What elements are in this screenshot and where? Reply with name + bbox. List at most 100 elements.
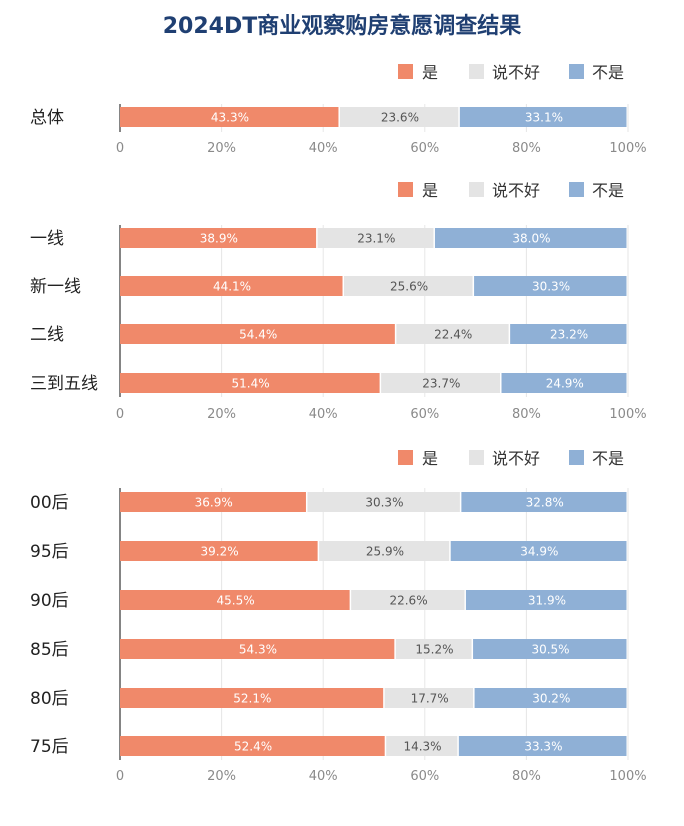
legend-label-no: 不是 — [592, 63, 624, 82]
x-tick-label: 0 — [116, 141, 124, 156]
legend-swatch-no — [569, 182, 584, 197]
category-label: 75后 — [30, 737, 69, 757]
data-label: 14.3% — [403, 740, 441, 754]
category-label: 新一线 — [30, 277, 81, 297]
data-label: 17.7% — [411, 692, 449, 706]
data-label: 32.8% — [526, 496, 564, 510]
data-label: 33.3% — [524, 740, 562, 754]
x-tick-label: 40% — [309, 141, 338, 156]
data-label: 52.4% — [234, 740, 272, 754]
data-label: 36.9% — [195, 496, 233, 510]
x-tick-label: 20% — [207, 407, 236, 422]
data-label: 51.4% — [231, 377, 269, 391]
legend-swatch-yes — [398, 64, 413, 79]
bar-segment-unsure — [319, 541, 450, 561]
x-tick-label: 0 — [116, 407, 124, 422]
data-label: 23.7% — [422, 377, 460, 391]
bar-segment-unsure — [307, 492, 460, 512]
legend-swatch-yes — [398, 182, 413, 197]
legend-label-yes: 是 — [422, 63, 438, 82]
bar-segment-no — [510, 324, 627, 344]
x-tick-label: 80% — [512, 141, 541, 156]
bar-segment-yes — [120, 590, 350, 610]
legend-swatch-unsure — [469, 64, 484, 79]
data-label: 23.1% — [357, 232, 395, 246]
bar-segment-no — [474, 276, 627, 296]
category-label: 三到五线 — [30, 374, 98, 394]
data-label: 30.3% — [532, 280, 570, 294]
bar-segment-yes — [120, 688, 384, 708]
bar-segment-no — [459, 107, 627, 127]
legend-label-no: 不是 — [592, 449, 624, 468]
x-tick-label: 20% — [207, 769, 236, 784]
legend-label-yes: 是 — [422, 181, 438, 200]
legend-swatch-unsure — [469, 182, 484, 197]
bar-segment-no — [474, 688, 627, 708]
data-label: 22.6% — [389, 594, 427, 608]
data-label: 45.5% — [217, 594, 255, 608]
bar-segment-yes — [120, 276, 343, 296]
chart-title: 2024DT商业观察购房意愿调查结果 — [162, 14, 522, 39]
data-label: 38.9% — [200, 232, 238, 246]
data-label: 25.6% — [390, 280, 428, 294]
data-label: 39.2% — [201, 545, 239, 559]
bar-segment-no — [434, 228, 627, 248]
bar-segment-unsure — [384, 688, 474, 708]
bar-segment-yes — [120, 639, 395, 659]
data-label: 30.5% — [531, 643, 569, 657]
category-label: 90后 — [30, 591, 69, 611]
bar-segment-no — [501, 373, 627, 393]
x-tick-label: 40% — [309, 769, 338, 784]
bar-segment-unsure — [396, 324, 509, 344]
bar-segment-yes — [120, 324, 395, 344]
bar-segment-yes — [120, 736, 385, 756]
bar-segment-unsure — [317, 228, 434, 248]
x-tick-label: 80% — [512, 769, 541, 784]
x-tick-label: 80% — [512, 407, 541, 422]
bar-segment-unsure — [344, 276, 473, 296]
legend-label-yes: 是 — [422, 449, 438, 468]
bar-segment-unsure — [395, 639, 472, 659]
bar-segment-yes — [120, 107, 339, 127]
data-label: 54.4% — [239, 328, 277, 342]
x-tick-label: 60% — [410, 141, 439, 156]
category-label: 80后 — [30, 689, 69, 709]
data-label: 38.0% — [512, 232, 550, 246]
data-label: 30.2% — [532, 692, 570, 706]
data-label: 43.3% — [211, 111, 249, 125]
data-label: 22.4% — [434, 328, 472, 342]
category-label: 00后 — [30, 493, 69, 513]
category-label: 总体 — [30, 108, 64, 128]
bar-segment-no — [458, 736, 627, 756]
bar-segment-yes — [120, 228, 317, 248]
x-tick-label: 20% — [207, 141, 236, 156]
category-label: 二线 — [30, 325, 64, 345]
x-tick-label: 60% — [410, 407, 439, 422]
legend-swatch-no — [569, 450, 584, 465]
data-label: 15.2% — [415, 643, 453, 657]
x-tick-label: 100% — [609, 769, 646, 784]
data-label: 33.1% — [525, 111, 563, 125]
legend-swatch-unsure — [469, 450, 484, 465]
data-label: 54.3% — [239, 643, 277, 657]
bar-segment-unsure — [386, 736, 458, 756]
legend-swatch-yes — [398, 450, 413, 465]
data-label: 24.9% — [546, 377, 584, 391]
bar-segment-no — [461, 492, 627, 512]
bar-segment-yes — [120, 373, 380, 393]
legend-label-unsure: 说不好 — [492, 449, 540, 468]
category-label: 一线 — [30, 229, 64, 249]
data-label: 52.1% — [233, 692, 271, 706]
x-tick-label: 40% — [309, 407, 338, 422]
bar-segment-no — [450, 541, 627, 561]
data-label: 25.9% — [366, 545, 404, 559]
data-label: 31.9% — [528, 594, 566, 608]
bar-segment-unsure — [351, 590, 465, 610]
x-tick-label: 60% — [410, 769, 439, 784]
bar-segment-yes — [120, 492, 306, 512]
data-label: 44.1% — [213, 280, 251, 294]
x-tick-label: 100% — [609, 407, 646, 422]
legend-label-unsure: 说不好 — [492, 63, 540, 82]
